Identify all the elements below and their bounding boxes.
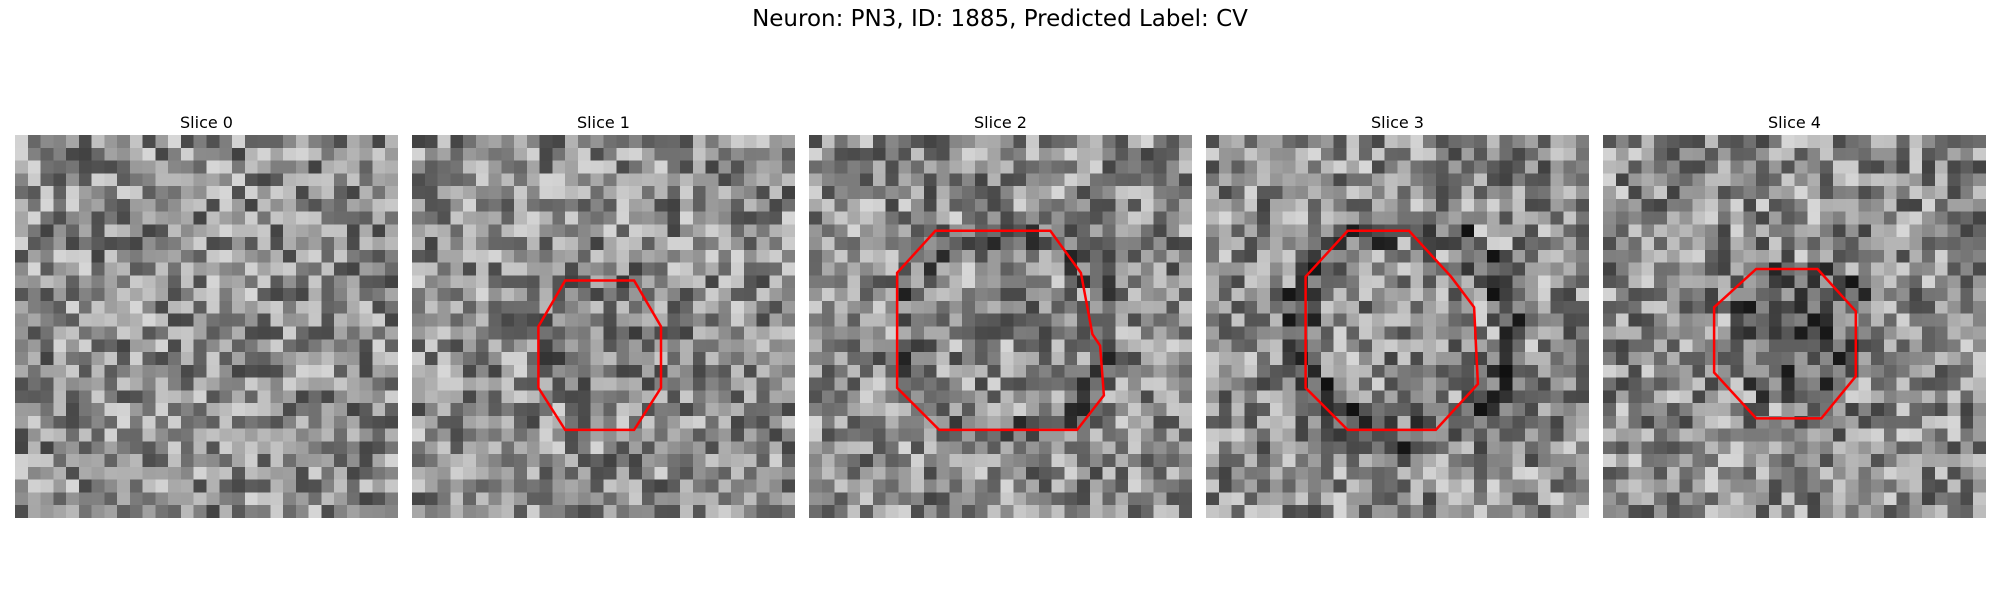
figure-title: Neuron: PN3, ID: 1885, Predicted Label: … <box>752 6 1248 32</box>
slice-panel: Slice 2 <box>809 111 1192 518</box>
slice-panel: Slice 3 <box>1206 111 1589 518</box>
contour-overlay <box>1304 229 1480 432</box>
slice-panel: Slice 4 <box>1603 111 1986 518</box>
red-contour <box>895 229 1106 432</box>
red-contour <box>537 279 663 432</box>
grayscale-texture <box>1206 135 1589 518</box>
slice-title: Slice 2 <box>974 113 1027 132</box>
slice-image <box>412 135 795 518</box>
red-contour <box>1304 229 1480 432</box>
slice-image <box>809 135 1192 518</box>
grayscale-texture <box>15 135 398 518</box>
slice-title: Slice 3 <box>1371 113 1424 132</box>
slice-image <box>1603 135 1986 518</box>
contour-overlay <box>895 229 1106 432</box>
contour-overlay <box>537 279 663 432</box>
grayscale-texture <box>1603 135 1986 518</box>
grayscale-texture <box>412 135 795 518</box>
slice-panel: Slice 0 <box>15 111 398 518</box>
slice-title: Slice 1 <box>577 113 630 132</box>
slice-image <box>15 135 398 518</box>
slice-image <box>1206 135 1589 518</box>
slice-title: Slice 4 <box>1768 113 1821 132</box>
grayscale-texture <box>809 135 1192 518</box>
slice-panel: Slice 1 <box>412 111 795 518</box>
contour-overlay <box>1712 267 1858 420</box>
slice-title: Slice 0 <box>180 113 233 132</box>
red-contour <box>1712 267 1858 420</box>
